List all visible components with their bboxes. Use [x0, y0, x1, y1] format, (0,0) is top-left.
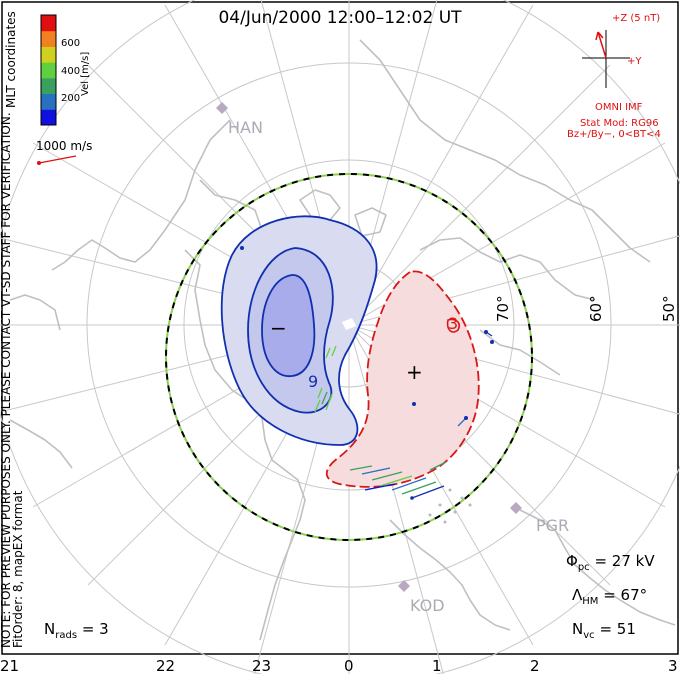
pole-marker — [342, 318, 356, 330]
mlt-label-3: 3 — [668, 657, 678, 675]
colorbar-segment — [41, 15, 56, 32]
lambda-hm-stat: ΛHM = 67° — [572, 586, 648, 607]
lat-label-50: 50° — [660, 295, 678, 322]
vector — [325, 393, 333, 411]
station-han-marker — [216, 102, 228, 114]
imf-vector-head — [595, 31, 604, 41]
vector — [314, 399, 321, 413]
mlt-label-21: 21 — [0, 657, 20, 675]
vector-origins — [240, 246, 494, 500]
grey-dot — [460, 496, 464, 500]
grey-dot — [438, 503, 442, 507]
velocity-vectors — [314, 331, 493, 499]
colorbar-segment — [41, 46, 56, 63]
vector — [364, 483, 396, 491]
station-han-label: HAN — [228, 118, 263, 137]
station-kod-label: KOD — [410, 596, 445, 615]
colorbar-tick-200: 200 — [61, 93, 81, 104]
vector — [391, 477, 427, 491]
vector — [371, 471, 403, 481]
mlt-label-1: 1 — [432, 657, 442, 675]
mlt-label-22: 22 — [156, 657, 176, 675]
vector-dot — [410, 496, 414, 500]
positive-cell — [325, 270, 480, 488]
station-markers — [216, 102, 522, 592]
coordinates-note: MLT coordinates — [4, 11, 18, 108]
plot-frame — [1, 1, 679, 655]
meridian-10 — [348, 4, 534, 326]
hm-boundary-dash — [165, 173, 533, 541]
grey-dot — [428, 513, 432, 517]
vector — [325, 347, 331, 359]
minus-marker: − — [270, 316, 287, 340]
phi-pc-stat: Φpc = 27 kV — [566, 552, 655, 573]
colorbar-segment — [41, 77, 56, 95]
coast-west — [9, 294, 73, 469]
positive-cell-inner — [446, 318, 460, 333]
imf-z-label: +Z (5 nT) — [612, 13, 661, 24]
mlt-label-0: 0 — [344, 657, 354, 675]
colorbar-segment — [41, 62, 56, 79]
meridian-9 — [348, 64, 611, 326]
negative-contour-value: 9 — [308, 372, 319, 391]
mlt-label-23: 23 — [252, 657, 272, 675]
imf-source: OMNI IMF — [595, 102, 643, 113]
vector — [317, 387, 323, 399]
coast-siberia — [359, 39, 651, 376]
lat-label-60: 60° — [587, 295, 605, 322]
lat-label-70: 70° — [494, 295, 512, 322]
grey-dot — [453, 510, 457, 514]
colorbar-tick-400: 400 — [61, 66, 81, 77]
reference-vector-origin — [37, 161, 41, 165]
reference-vector-line — [38, 155, 77, 164]
imf-vector — [597, 31, 607, 59]
n-rads-stat: Nrads = 3 — [44, 620, 109, 641]
plus-marker: + — [406, 360, 423, 384]
colorbar-frame — [40, 14, 57, 126]
grey-dot — [448, 488, 452, 492]
n-vc-stat: Nvc = 51 — [572, 620, 636, 641]
vector-dot — [464, 416, 468, 420]
grey-dot — [443, 520, 447, 524]
vector — [331, 345, 337, 357]
imf-model: Stat Mod: RG96 — [580, 118, 659, 129]
vector — [379, 475, 413, 487]
station-pgr-label: PGR — [536, 516, 570, 535]
vector-dot — [412, 402, 416, 406]
vector — [321, 391, 328, 405]
coastlines — [9, 39, 676, 641]
imf-y-label: +Y — [627, 56, 642, 67]
colorbar-segment — [41, 93, 56, 110]
grey-dot — [468, 503, 472, 507]
imf-condition: Bz+/By−, 0<BT<4 — [567, 129, 661, 140]
vector-dot — [484, 330, 488, 334]
mlt-label-2: 2 — [530, 657, 540, 675]
vector — [349, 465, 373, 471]
positive-contour-value: 3 — [448, 314, 459, 333]
meridian-1 — [348, 324, 444, 674]
station-pgr-marker — [510, 502, 522, 514]
colorbar-segment — [41, 109, 56, 126]
vector — [429, 461, 447, 471]
vector — [401, 481, 437, 495]
negative-cell-core — [261, 274, 316, 377]
vector-dot — [240, 246, 244, 250]
colorbar-label: Vel [m/s] — [80, 51, 91, 96]
plot-title: 04/Jun/2000 12:00–12:02 UT — [218, 8, 462, 28]
fit-order-note: FitOrder: 8, mapEX format — [11, 490, 25, 648]
velocity-colorbar — [41, 15, 56, 126]
reference-vector-label: 1000 m/s — [36, 139, 93, 153]
colorbar-tick-600: 600 — [61, 38, 81, 49]
coast-alaska — [389, 509, 676, 631]
vector-dot — [490, 340, 494, 344]
vector — [411, 485, 445, 499]
colorbar-segment — [41, 30, 56, 47]
vector — [361, 467, 391, 475]
sparse-points — [428, 488, 472, 524]
station-kod-marker — [398, 580, 410, 592]
